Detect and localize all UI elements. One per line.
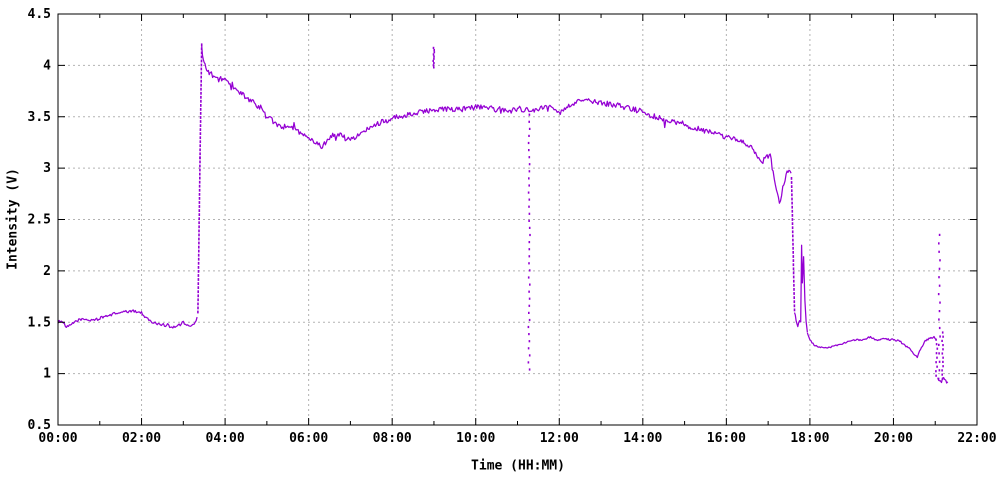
y-tick-label: 1.5 (28, 315, 51, 330)
data-series-line (806, 332, 937, 359)
x-axis-title: Time (HH:MM) (471, 458, 565, 474)
dropout-dots (432, 46, 944, 380)
data-series-line (201, 45, 792, 204)
x-tick-label: 02:00 (122, 431, 161, 446)
y-tick-label: 1 (43, 367, 51, 382)
x-tick-label: 10:00 (456, 431, 495, 446)
x-tick-label: 12:00 (540, 431, 579, 446)
y-tick-label: 2.5 (28, 213, 51, 228)
x-tick-label: 00:00 (38, 431, 77, 446)
y-tick-label: 4 (43, 58, 51, 73)
x-tick-label: 22:00 (957, 431, 996, 446)
data-series-line (800, 244, 809, 333)
x-tick-label: 06:00 (289, 431, 328, 446)
data-series-line (793, 312, 802, 328)
y-tick-label: 0.5 (28, 418, 51, 433)
x-tick-label: 04:00 (206, 431, 245, 446)
x-tick-label: 16:00 (707, 431, 746, 446)
data-series (57, 43, 949, 384)
x-tick-label: 18:00 (790, 431, 829, 446)
x-tick-label: 08:00 (373, 431, 412, 446)
y-tick-label: 4.5 (28, 7, 51, 22)
y-tick-label: 2 (43, 264, 51, 279)
x-tick-label: 20:00 (874, 431, 913, 446)
axis-ticks (57, 13, 978, 426)
tick-labels: 00:00 02:00 04:00 06:00 08:00 10:00 12:00 14:00… (28, 7, 997, 446)
gridlines (58, 14, 977, 425)
y-tick-label: 3 (43, 161, 51, 176)
x-tick-label: 14:00 (623, 431, 662, 446)
data-series-line (57, 309, 198, 329)
y-tick-label: 3.5 (28, 110, 51, 125)
